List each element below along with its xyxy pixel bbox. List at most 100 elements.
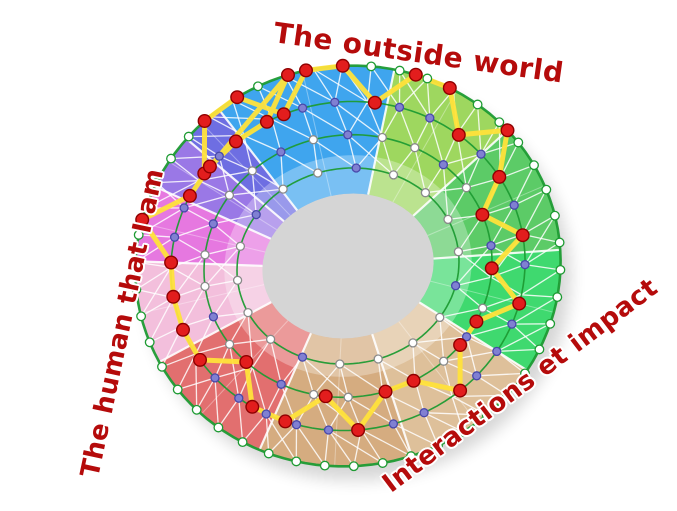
graph-node[interactable] [481, 410, 492, 421]
graph-node[interactable] [420, 188, 431, 198]
graph-node[interactable] [461, 183, 472, 193]
sector-green[interactable] [413, 130, 561, 259]
graph-node[interactable] [406, 451, 416, 462]
highlight-node[interactable] [281, 67, 296, 82]
highlight-node[interactable] [515, 228, 530, 243]
graph-node[interactable] [208, 219, 218, 229]
graph-node[interactable] [492, 346, 502, 357]
graph-node[interactable] [507, 319, 517, 329]
graph-node[interactable] [200, 281, 210, 292]
highlight-node[interactable] [378, 384, 393, 399]
graph-node[interactable] [313, 168, 323, 178]
graph-node[interactable] [291, 456, 302, 467]
highlight-node[interactable] [228, 134, 243, 149]
highlight-node[interactable] [239, 355, 254, 370]
highlight-node[interactable] [442, 80, 457, 95]
graph-node[interactable] [435, 312, 445, 323]
graph-node[interactable] [261, 409, 271, 419]
graph-node[interactable] [438, 160, 449, 170]
highlight-node[interactable] [451, 127, 466, 142]
graph-node[interactable] [232, 275, 243, 285]
graph-node[interactable] [243, 307, 253, 318]
graph-node[interactable] [555, 264, 566, 275]
highlight-node[interactable] [351, 423, 366, 438]
graph-node[interactable] [554, 237, 565, 248]
highlight-node[interactable] [202, 159, 217, 174]
highlight-node[interactable] [469, 314, 484, 329]
graph-node[interactable] [276, 379, 286, 389]
graph-node[interactable] [214, 151, 224, 161]
graph-node[interactable] [520, 368, 530, 379]
graph-node[interactable] [439, 356, 449, 366]
graph-node[interactable] [133, 229, 144, 240]
highlight-node[interactable] [166, 289, 181, 304]
graph-node[interactable] [179, 203, 189, 213]
graph-node[interactable] [224, 339, 235, 349]
graph-node[interactable] [366, 61, 377, 72]
graph-node[interactable] [210, 373, 220, 383]
graph-node[interactable] [486, 240, 496, 251]
graph-node[interactable] [251, 209, 261, 220]
graph-node[interactable] [494, 117, 505, 128]
graph-node[interactable] [529, 160, 539, 171]
highlight-node[interactable] [259, 114, 274, 129]
graph-node[interactable] [520, 259, 530, 270]
graph-node[interactable] [476, 149, 486, 159]
graph-node[interactable] [419, 408, 429, 418]
highlight-node[interactable] [406, 373, 421, 388]
graph-node[interactable] [458, 426, 469, 437]
graph-node[interactable] [247, 166, 257, 176]
highlight-node[interactable] [318, 389, 333, 404]
graph-node[interactable] [191, 404, 202, 415]
graph-node[interactable] [309, 389, 319, 400]
highlight-node[interactable] [192, 352, 207, 367]
graph-node[interactable] [509, 200, 519, 210]
graph-node[interactable] [291, 420, 302, 430]
graph-node[interactable] [410, 143, 420, 153]
graph-node[interactable] [265, 334, 276, 344]
graph-node[interactable] [425, 113, 435, 123]
graph-node[interactable] [450, 281, 461, 291]
sector-light-pink[interactable] [135, 261, 272, 362]
graph-node[interactable] [502, 390, 513, 401]
graph-node[interactable] [394, 65, 405, 76]
highlight-node[interactable] [453, 338, 468, 353]
highlight-node[interactable] [367, 95, 382, 110]
graph-node[interactable] [319, 460, 330, 471]
graph-node[interactable] [213, 422, 224, 433]
graph-node[interactable] [140, 203, 151, 214]
graph-node[interactable] [534, 344, 545, 355]
graph-node[interactable] [130, 257, 141, 268]
graph-node[interactable] [278, 184, 288, 194]
graph-node[interactable] [388, 170, 399, 180]
highlight-node[interactable] [492, 169, 507, 184]
graph-node[interactable] [208, 312, 219, 322]
graph-node[interactable] [472, 99, 483, 110]
graph-node[interactable] [552, 292, 563, 303]
graph-node[interactable] [351, 163, 361, 173]
graph-node[interactable] [323, 425, 334, 435]
graph-node[interactable] [545, 318, 556, 329]
highlight-node[interactable] [335, 58, 350, 73]
graph-node[interactable] [335, 359, 345, 369]
graph-node[interactable] [377, 132, 387, 143]
graph-node[interactable] [308, 135, 318, 145]
highlight-node[interactable] [299, 63, 314, 78]
graph-node[interactable] [169, 232, 180, 242]
sector-indigo[interactable] [186, 109, 298, 222]
graph-node[interactable] [166, 153, 176, 164]
graph-node[interactable] [330, 97, 340, 107]
graph-node[interactable] [297, 352, 308, 362]
graph-node[interactable] [151, 177, 162, 188]
graph-node[interactable] [343, 392, 353, 402]
highlight-node[interactable] [230, 90, 245, 105]
graph-node[interactable] [253, 81, 263, 92]
graph-node[interactable] [237, 437, 248, 448]
highlight-node[interactable] [182, 188, 197, 203]
graph-node[interactable] [172, 384, 183, 395]
graph-node[interactable] [453, 247, 464, 257]
highlight-node[interactable] [484, 261, 499, 276]
graph-node[interactable] [541, 184, 552, 195]
graph-node[interactable] [443, 214, 453, 225]
graph-node[interactable] [276, 147, 286, 157]
